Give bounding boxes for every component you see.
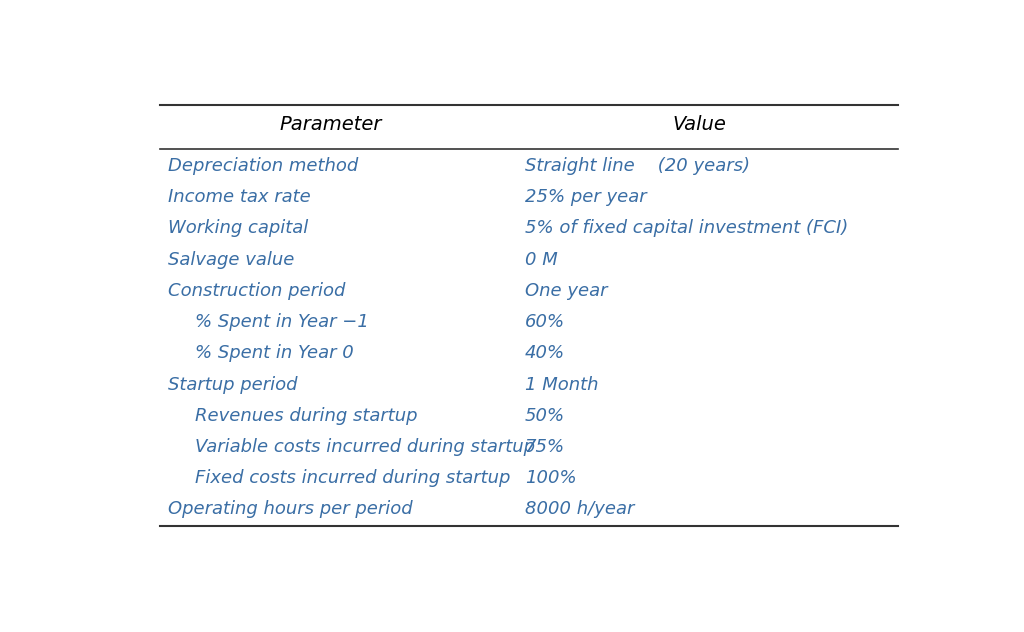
Text: One year: One year [524, 282, 607, 300]
Text: Straight line    (20 years): Straight line (20 years) [524, 157, 750, 175]
Text: % Spent in Year 0: % Spent in Year 0 [196, 344, 354, 362]
Text: Value: Value [673, 115, 726, 134]
Text: Income tax rate: Income tax rate [168, 188, 310, 206]
Text: 8000 h/year: 8000 h/year [524, 501, 634, 518]
Text: Parameter: Parameter [280, 115, 382, 134]
Text: Revenues during startup: Revenues during startup [196, 407, 418, 425]
Text: 75%: 75% [524, 438, 565, 456]
Text: Startup period: Startup period [168, 375, 297, 394]
Text: 5% of fixed capital investment (FCI): 5% of fixed capital investment (FCI) [524, 219, 848, 238]
Text: Depreciation method: Depreciation method [168, 157, 358, 175]
Text: 100%: 100% [524, 470, 577, 487]
Text: 1 Month: 1 Month [524, 375, 598, 394]
Text: 25% per year: 25% per year [524, 188, 646, 206]
Text: Operating hours per period: Operating hours per period [168, 501, 413, 518]
Text: 40%: 40% [524, 344, 565, 362]
Text: 0 M: 0 M [524, 251, 557, 269]
Text: Variable costs incurred during startup: Variable costs incurred during startup [196, 438, 536, 456]
Text: Construction period: Construction period [168, 282, 345, 300]
Text: Fixed costs incurred during startup: Fixed costs incurred during startup [196, 470, 511, 487]
Text: % Spent in Year −1: % Spent in Year −1 [196, 313, 370, 331]
Text: 50%: 50% [524, 407, 565, 425]
Text: Salvage value: Salvage value [168, 251, 294, 269]
Text: 60%: 60% [524, 313, 565, 331]
Text: Working capital: Working capital [168, 219, 308, 238]
